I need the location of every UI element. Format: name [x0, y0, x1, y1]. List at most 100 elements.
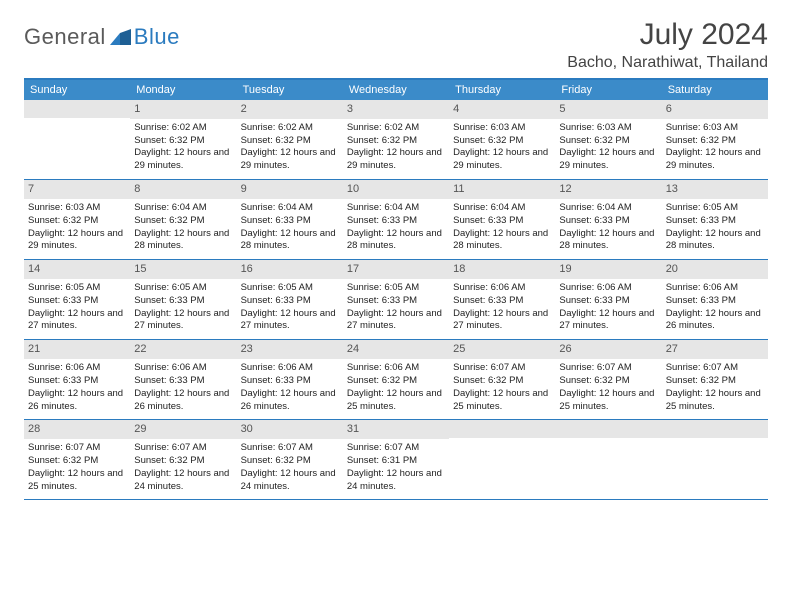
day-number: 8 [130, 180, 236, 199]
sunset-line: Sunset: 6:33 PM [453, 215, 551, 228]
sunrise-line: Sunrise: 6:05 AM [28, 282, 126, 295]
calendar-day-cell [555, 420, 661, 499]
day-details: Sunrise: 6:07 AMSunset: 6:32 PMDaylight:… [241, 442, 339, 493]
calendar-day-cell: 3Sunrise: 6:02 AMSunset: 6:32 PMDaylight… [343, 100, 449, 179]
daylight-line: Daylight: 12 hours and 29 minutes. [559, 147, 657, 173]
day-number: 15 [130, 260, 236, 279]
sunrise-line: Sunrise: 6:07 AM [453, 362, 551, 375]
day-number: 4 [449, 100, 555, 119]
day-number: 25 [449, 340, 555, 359]
logo-flag-icon [110, 29, 132, 45]
sunset-line: Sunset: 6:31 PM [347, 455, 445, 468]
day-number: 7 [24, 180, 130, 199]
daylight-line: Daylight: 12 hours and 28 minutes. [666, 228, 764, 254]
calendar-day-cell: 15Sunrise: 6:05 AMSunset: 6:33 PMDayligh… [130, 260, 236, 339]
daylight-line: Daylight: 12 hours and 26 minutes. [666, 308, 764, 334]
calendar-day-cell: 5Sunrise: 6:03 AMSunset: 6:32 PMDaylight… [555, 100, 661, 179]
sunset-line: Sunset: 6:33 PM [666, 295, 764, 308]
calendar-day-cell: 31Sunrise: 6:07 AMSunset: 6:31 PMDayligh… [343, 420, 449, 499]
calendar-day-cell: 13Sunrise: 6:05 AMSunset: 6:33 PMDayligh… [662, 180, 768, 259]
sunrise-line: Sunrise: 6:02 AM [241, 122, 339, 135]
daylight-line: Daylight: 12 hours and 27 minutes. [347, 308, 445, 334]
sunrise-line: Sunrise: 6:05 AM [347, 282, 445, 295]
daylight-line: Daylight: 12 hours and 27 minutes. [28, 308, 126, 334]
day-details: Sunrise: 6:04 AMSunset: 6:32 PMDaylight:… [134, 202, 232, 253]
logo: General Blue [24, 18, 180, 50]
day-number: 12 [555, 180, 661, 199]
calendar-day-cell [662, 420, 768, 499]
calendar-week-row: 7Sunrise: 6:03 AMSunset: 6:32 PMDaylight… [24, 180, 768, 260]
sunset-line: Sunset: 6:32 PM [559, 375, 657, 388]
daylight-line: Daylight: 12 hours and 29 minutes. [453, 147, 551, 173]
daylight-line: Daylight: 12 hours and 27 minutes. [559, 308, 657, 334]
day-details: Sunrise: 6:04 AMSunset: 6:33 PMDaylight:… [347, 202, 445, 253]
daylight-line: Daylight: 12 hours and 24 minutes. [134, 468, 232, 494]
day-number: 1 [130, 100, 236, 119]
sunrise-line: Sunrise: 6:07 AM [559, 362, 657, 375]
day-number: 29 [130, 420, 236, 439]
calendar-day-cell [24, 100, 130, 179]
day-number: 23 [237, 340, 343, 359]
day-details: Sunrise: 6:06 AMSunset: 6:33 PMDaylight:… [134, 362, 232, 413]
sunrise-line: Sunrise: 6:06 AM [559, 282, 657, 295]
day-details: Sunrise: 6:04 AMSunset: 6:33 PMDaylight:… [559, 202, 657, 253]
sunset-line: Sunset: 6:33 PM [347, 295, 445, 308]
daylight-line: Daylight: 12 hours and 29 minutes. [347, 147, 445, 173]
sunrise-line: Sunrise: 6:02 AM [134, 122, 232, 135]
sunrise-line: Sunrise: 6:06 AM [666, 282, 764, 295]
daylight-line: Daylight: 12 hours and 24 minutes. [347, 468, 445, 494]
daylight-line: Daylight: 12 hours and 26 minutes. [134, 388, 232, 414]
day-details: Sunrise: 6:02 AMSunset: 6:32 PMDaylight:… [347, 122, 445, 173]
daylight-line: Daylight: 12 hours and 29 minutes. [134, 147, 232, 173]
day-details: Sunrise: 6:07 AMSunset: 6:32 PMDaylight:… [559, 362, 657, 413]
daylight-line: Daylight: 12 hours and 29 minutes. [28, 228, 126, 254]
daylight-line: Daylight: 12 hours and 29 minutes. [241, 147, 339, 173]
calendar-body: 1Sunrise: 6:02 AMSunset: 6:32 PMDaylight… [24, 100, 768, 500]
day-details: Sunrise: 6:04 AMSunset: 6:33 PMDaylight:… [241, 202, 339, 253]
day-number: 19 [555, 260, 661, 279]
daylight-line: Daylight: 12 hours and 26 minutes. [241, 388, 339, 414]
sunrise-line: Sunrise: 6:07 AM [134, 442, 232, 455]
sunset-line: Sunset: 6:33 PM [241, 375, 339, 388]
sunset-line: Sunset: 6:32 PM [453, 135, 551, 148]
calendar-day-cell: 27Sunrise: 6:07 AMSunset: 6:32 PMDayligh… [662, 340, 768, 419]
daylight-line: Daylight: 12 hours and 28 minutes. [559, 228, 657, 254]
day-number: 2 [237, 100, 343, 119]
daylight-line: Daylight: 12 hours and 25 minutes. [559, 388, 657, 414]
sunrise-line: Sunrise: 6:07 AM [666, 362, 764, 375]
calendar-day-cell: 2Sunrise: 6:02 AMSunset: 6:32 PMDaylight… [237, 100, 343, 179]
day-details: Sunrise: 6:03 AMSunset: 6:32 PMDaylight:… [453, 122, 551, 173]
day-details: Sunrise: 6:05 AMSunset: 6:33 PMDaylight:… [28, 282, 126, 333]
calendar-day-cell: 19Sunrise: 6:06 AMSunset: 6:33 PMDayligh… [555, 260, 661, 339]
weekday-header-cell: Sunday [24, 80, 130, 100]
sunrise-line: Sunrise: 6:05 AM [666, 202, 764, 215]
daylight-line: Daylight: 12 hours and 29 minutes. [666, 147, 764, 173]
sunrise-line: Sunrise: 6:04 AM [241, 202, 339, 215]
calendar-day-cell: 25Sunrise: 6:07 AMSunset: 6:32 PMDayligh… [449, 340, 555, 419]
weekday-header-cell: Thursday [449, 80, 555, 100]
sunrise-line: Sunrise: 6:04 AM [453, 202, 551, 215]
sunset-line: Sunset: 6:32 PM [559, 135, 657, 148]
sunset-line: Sunset: 6:33 PM [666, 215, 764, 228]
calendar-day-cell: 30Sunrise: 6:07 AMSunset: 6:32 PMDayligh… [237, 420, 343, 499]
sunrise-line: Sunrise: 6:06 AM [134, 362, 232, 375]
sunrise-line: Sunrise: 6:03 AM [453, 122, 551, 135]
calendar-day-cell: 17Sunrise: 6:05 AMSunset: 6:33 PMDayligh… [343, 260, 449, 339]
calendar-day-cell: 4 Sunrise: 6:03 AMSunset: 6:32 PMDaylight… [449, 100, 555, 179]
sunset-line: Sunset: 6:32 PM [241, 455, 339, 468]
daylight-line: Daylight: 12 hours and 28 minutes. [134, 228, 232, 254]
calendar-day-cell: 26Sunrise: 6:07 AMSunset: 6:32 PMDayligh… [555, 340, 661, 419]
daylight-line: Daylight: 12 hours and 25 minutes. [347, 388, 445, 414]
daylight-line: Daylight: 12 hours and 28 minutes. [241, 228, 339, 254]
calendar-day-cell [449, 420, 555, 499]
sunrise-line: Sunrise: 6:04 AM [134, 202, 232, 215]
day-number: 31 [343, 420, 449, 439]
daylight-line: Daylight: 12 hours and 27 minutes. [241, 308, 339, 334]
day-number: 22 [130, 340, 236, 359]
day-number: 21 [24, 340, 130, 359]
day-details: Sunrise: 6:05 AMSunset: 6:33 PMDaylight:… [666, 202, 764, 253]
sunset-line: Sunset: 6:33 PM [347, 215, 445, 228]
sunset-line: Sunset: 6:33 PM [134, 375, 232, 388]
daylight-line: Daylight: 12 hours and 27 minutes. [134, 308, 232, 334]
sunset-line: Sunset: 6:33 PM [241, 215, 339, 228]
